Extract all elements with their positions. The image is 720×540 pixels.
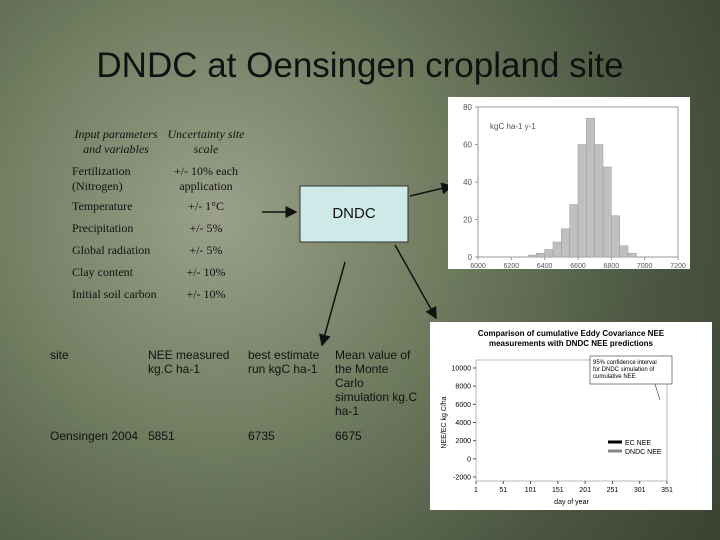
model-label: DNDC [332, 205, 376, 222]
bar [586, 118, 595, 258]
x-tick-label: 51 [499, 487, 507, 494]
table-cell: +/- 10% [186, 265, 226, 279]
table-cell: Precipitation [72, 221, 134, 235]
bar [552, 241, 562, 258]
plot-frame [475, 359, 668, 482]
table-cell: +/- 1°C [188, 199, 224, 213]
x-tick-label: 101 [525, 487, 537, 494]
x-axis-label: day of year [554, 499, 589, 506]
table-header: best estimate run kgC ha-1 [248, 348, 320, 376]
table-cell: 5851 [148, 429, 175, 443]
bar [544, 249, 554, 258]
chart-title: Comparison of cumulative Eddy Covariance… [478, 329, 665, 348]
table-cell: +/- 5% [189, 243, 223, 257]
y-tick-label: 8000 [455, 384, 471, 391]
table-header: Uncertainty site scale [167, 127, 245, 156]
y-tick-label: 10000 [452, 366, 472, 373]
table-cell: +/- 5% [189, 221, 223, 235]
y-tick-label: -2000 [453, 475, 471, 482]
x-tick-label: 351 [661, 487, 673, 494]
x-tick-label: 251 [607, 487, 619, 494]
y-tick-label: 80 [463, 103, 472, 112]
bar [611, 215, 620, 258]
table-cell: 6675 [335, 429, 362, 443]
arrow [319, 261, 346, 347]
x-tick-label: 151 [552, 487, 564, 494]
bar [602, 166, 612, 258]
x-tick-label: 6600 [570, 263, 586, 269]
y-tick-label: 6000 [455, 402, 471, 409]
x-tick-label: 7000 [637, 263, 653, 269]
table-cell: Clay content [72, 265, 133, 279]
arrow [394, 244, 437, 320]
model-box [299, 185, 409, 243]
x-tick-label: 301 [634, 487, 646, 494]
bar [536, 253, 545, 258]
bar [569, 204, 579, 258]
table-header: Input parameters and variables [74, 127, 158, 156]
table-cell: Oensingen 2004 [50, 429, 139, 443]
x-tick-label: 201 [579, 487, 591, 494]
line-chart: Comparison of cumulative Eddy Covariance… [430, 322, 712, 510]
y-axis-label: NEE/EC kg C/ha [441, 396, 448, 448]
x-tick-label: 6400 [537, 263, 553, 269]
histogram: 0 20 40 60 80 6000 6200 6400 6600 6800 7000 7200 kgC… [448, 97, 690, 269]
bar [561, 228, 570, 258]
y-tick-label: 20 [463, 216, 472, 225]
arrow [409, 182, 454, 197]
y-tick-label: 0 [467, 456, 471, 463]
table-cell: Temperature [72, 199, 133, 213]
table-cell: Fertilization (Nitrogen) [72, 164, 131, 193]
legend-label: EC NEE [625, 440, 651, 447]
annotation: kgC ha-1 y-1 [490, 122, 536, 131]
bar [527, 254, 537, 258]
y-tick-label: 40 [463, 178, 472, 187]
x-tick-label: 6200 [504, 263, 520, 269]
slide-title: DNDC at Oensingen cropland site [96, 46, 624, 85]
table-header: Mean value of the Monte Carlo simulation… [335, 348, 418, 418]
bar [594, 144, 604, 258]
y-tick-label: 2000 [455, 438, 471, 445]
table-header: site [50, 348, 69, 362]
table-cell: +/- 10% each application [173, 164, 239, 193]
annotation: 95% confidence interval for DNDC simulati… [593, 360, 657, 380]
table-cell: 6735 [248, 429, 275, 443]
y-tick-label: 60 [463, 141, 472, 150]
y-tick-label: 4000 [455, 420, 471, 427]
table-cell: +/- 10% [186, 287, 226, 301]
x-tick-label: 1 [474, 487, 478, 494]
bar [619, 245, 629, 258]
bar [577, 144, 587, 258]
x-tick-label: 6800 [604, 263, 620, 269]
y-tick-label: 0 [468, 253, 473, 262]
table-cell: Global radiation [72, 243, 151, 257]
annotation-arrow [654, 383, 661, 401]
legend-label: DNDC NEE [625, 449, 662, 456]
bar [627, 253, 637, 258]
x-tick-label: 6000 [470, 263, 486, 269]
table-header: NEE measured kg.C ha-1 [148, 348, 230, 376]
annotation-box [589, 355, 673, 385]
table-cell: Initial soil carbon [72, 287, 157, 301]
x-tick-label: 7200 [670, 263, 686, 269]
